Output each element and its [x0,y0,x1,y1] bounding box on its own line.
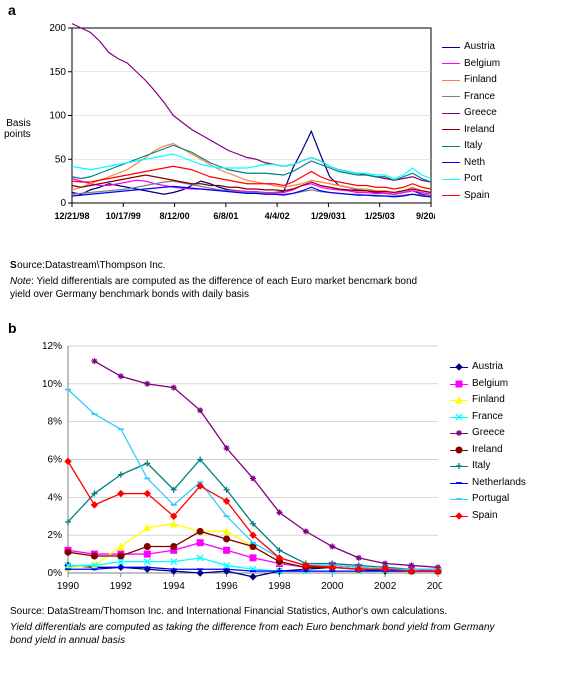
legend-item: Greece [442,106,500,121]
svg-text:4/4/02: 4/4/02 [265,211,290,221]
legend-item: Portugal [450,492,526,507]
svg-text:0: 0 [60,198,66,209]
source-rest-a: ource:Datastream\Thompson Inc. [17,260,165,271]
y-axis-label-a-1: Basis [6,118,30,129]
note-text-b1: Yield differentials are computed as taki… [10,622,495,633]
legend-item: Port [442,172,500,187]
svg-text:2000: 2000 [321,581,344,592]
svg-text:2004: 2004 [427,581,442,592]
panel-a-label: a [8,2,16,18]
note-text-a1: : Yield differentials are computed as th… [31,276,417,287]
svg-text:2%: 2% [48,530,63,541]
svg-text:1/29/031: 1/29/031 [311,211,346,221]
legend-item: Spain [450,509,526,524]
chart-a-svg: 0 50 100 150 200 12/21/98 10/17/99 8/12/00 6/8/0… [40,22,435,237]
svg-text:50: 50 [55,154,67,165]
svg-text:8%: 8% [48,417,63,428]
y-axis-label-a-2: points [4,129,31,140]
svg-text:8/12/00: 8/12/00 [160,211,190,221]
svg-text:6%: 6% [48,455,63,466]
chart-b-source: Source: DataStream/Thomson Inc. and Inte… [10,606,558,619]
chart-a-source: Source:Datastream\Thompson Inc. [10,260,530,273]
chart-b: 0% 2% 4% 6% 8% 10% 12% 1990 1992 1994 1996 1998 2000… [32,340,442,595]
note-text-a2: yield over Germany benchmark bonds with … [10,289,249,300]
legend-item: Netherlands [450,476,526,491]
panel-b-label: b [8,320,17,336]
legend-item: Neth [442,156,500,171]
svg-text:1990: 1990 [57,581,80,592]
legend-item: Finland [442,73,500,88]
legend-b: Austria BelgiumFinland FranceGreece Ireland… [450,360,526,525]
note-label-a: Note [10,276,31,287]
legend-item: Finland [450,393,526,408]
chart-b-note: Yield differentials are computed as taki… [10,622,558,647]
svg-text:12%: 12% [42,341,62,352]
y-axis-label-a: Basis points [4,118,31,140]
svg-text:150: 150 [49,67,66,78]
note-text-b2: bond yield in annual basis [10,635,125,646]
svg-text:1994: 1994 [163,581,186,592]
svg-text:10%: 10% [42,379,62,390]
svg-text:2002: 2002 [374,581,397,592]
legend-item: France [450,410,526,425]
legend-item: Belgium [450,377,526,392]
legend-item: Greece [450,426,526,441]
svg-text:12/21/98: 12/21/98 [54,211,89,221]
svg-text:9/20/04: 9/20/04 [416,211,435,221]
legend-item: France [442,90,500,105]
chart-a-note: Note: Yield differentials are computed a… [10,276,550,301]
legend-item: Italy [450,459,526,474]
legend-item: Italy [442,139,500,154]
source-text-b: Source: DataStream/Thomson Inc. and Inte… [10,606,447,617]
legend-item: Belgium [442,57,500,72]
svg-text:1996: 1996 [215,581,238,592]
svg-text:0%: 0% [48,568,63,579]
svg-text:1/25/03: 1/25/03 [365,211,395,221]
svg-text:200: 200 [49,23,66,34]
svg-text:100: 100 [49,111,66,122]
legend-item: Ireland [442,123,500,138]
svg-text:1992: 1992 [110,581,133,592]
chart-a: 0 50 100 150 200 12/21/98 10/17/99 8/12/00 6/8/0… [40,22,435,237]
svg-text:4%: 4% [48,492,63,503]
legend-item: Spain [442,189,500,204]
svg-text:10/17/99: 10/17/99 [106,211,141,221]
svg-text:1998: 1998 [268,581,291,592]
legend-item: Austria [450,360,526,375]
legend-a: Austria BelgiumFinland FranceGreece Ireland… [442,40,500,205]
chart-b-svg: 0% 2% 4% 6% 8% 10% 12% 1990 1992 1994 1996 1998 2000… [32,340,442,595]
legend-item: Ireland [450,443,526,458]
svg-text:6/8/01: 6/8/01 [213,211,238,221]
legend-item: Austria [442,40,500,55]
